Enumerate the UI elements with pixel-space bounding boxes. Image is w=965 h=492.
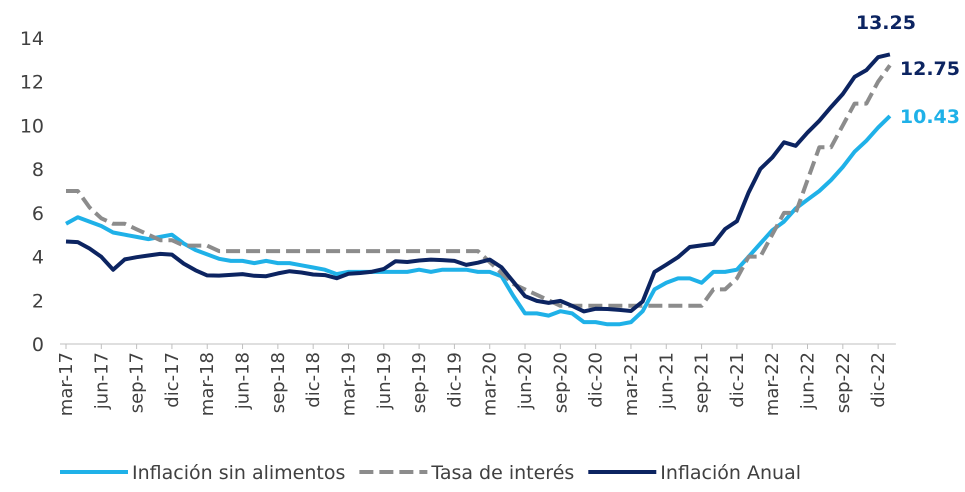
x-tick-label: dic-17 (162, 352, 183, 408)
x-tick-label: sep-19 (409, 352, 430, 413)
x-tick-label: sep-21 (692, 352, 713, 413)
series-line (65, 52, 891, 314)
x-tick-label: dic-22 (868, 352, 889, 408)
legend-label: Inflación sin alimentos (132, 462, 345, 484)
y-tick-label: 6 (32, 203, 44, 225)
legend-label: Inflación Anual (660, 462, 801, 484)
x-tick-label: dic-19 (444, 352, 465, 408)
value-label: 10.43 (900, 106, 960, 128)
y-tick-label: 12 (20, 72, 44, 94)
x-tick-label: sep-20 (550, 352, 571, 413)
x-tick-label: mar-21 (621, 352, 642, 416)
x-tick-label: jun-19 (374, 352, 395, 410)
x-tick-label: dic-21 (727, 352, 748, 408)
y-tick-label: 0 (32, 334, 44, 356)
series-line (65, 114, 892, 327)
x-tick-label: dic-18 (303, 352, 324, 408)
y-tick-label: 8 (32, 159, 44, 181)
y-tick-label: 10 (20, 115, 44, 137)
y-tick-label: 4 (32, 247, 44, 269)
x-tick-label: mar-22 (762, 352, 783, 416)
value-label: 13.25 (856, 12, 916, 34)
x-tick-label: sep-22 (833, 352, 854, 413)
x-tick-label: mar-20 (480, 352, 501, 416)
x-tick-label: jun-17 (91, 352, 112, 410)
series-line (66, 64, 892, 308)
y-tick-label: 2 (32, 290, 44, 312)
x-tick-label: sep-18 (268, 352, 289, 413)
legend-label: Tasa de interés (430, 462, 574, 484)
x-tick-label: jun-22 (798, 352, 819, 410)
x-tick-label: jun-21 (656, 352, 677, 410)
y-tick-label: 14 (20, 28, 44, 50)
x-tick-label: jun-20 (515, 352, 536, 410)
x-tick-label: dic-20 (586, 352, 607, 408)
x-tick-label: jun-18 (233, 352, 254, 410)
value-label: 12.75 (900, 58, 960, 80)
x-tick-label: mar-19 (338, 352, 359, 416)
x-tick-label: mar-18 (197, 352, 218, 416)
x-tick-label: mar-17 (56, 352, 77, 416)
x-tick-label: sep-17 (127, 352, 148, 413)
